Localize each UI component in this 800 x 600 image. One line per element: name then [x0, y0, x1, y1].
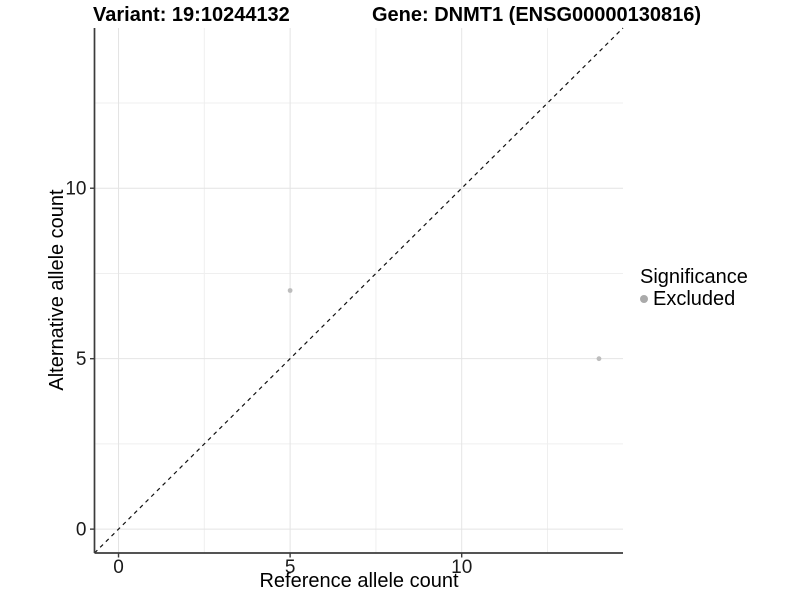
data-point: [287, 288, 293, 293]
legend-point-icon: [640, 295, 648, 303]
legend: Significance Excluded: [640, 266, 748, 310]
x-axis-title: Reference allele count: [259, 570, 459, 592]
y-tick-label: 10: [65, 179, 86, 200]
identity-line: [94, 27, 624, 554]
legend-item-excluded: Excluded: [640, 288, 748, 310]
y-tick-label: 0: [76, 520, 87, 541]
x-tick-label: 10: [451, 557, 472, 578]
y-axis-title: Alternative allele count: [46, 189, 68, 391]
data-point: [596, 356, 602, 362]
x-tick-label: 5: [285, 557, 296, 578]
legend-item-label: Excluded: [653, 288, 736, 310]
y-tick-label: 5: [76, 349, 87, 370]
plot-title-variant: Variant: 19:10244132: [93, 4, 290, 26]
legend-title: Significance: [640, 266, 748, 288]
plot-title-gene: Gene: DNMT1 (ENSG00000130816): [372, 4, 702, 26]
x-tick-label: 0: [113, 557, 124, 578]
